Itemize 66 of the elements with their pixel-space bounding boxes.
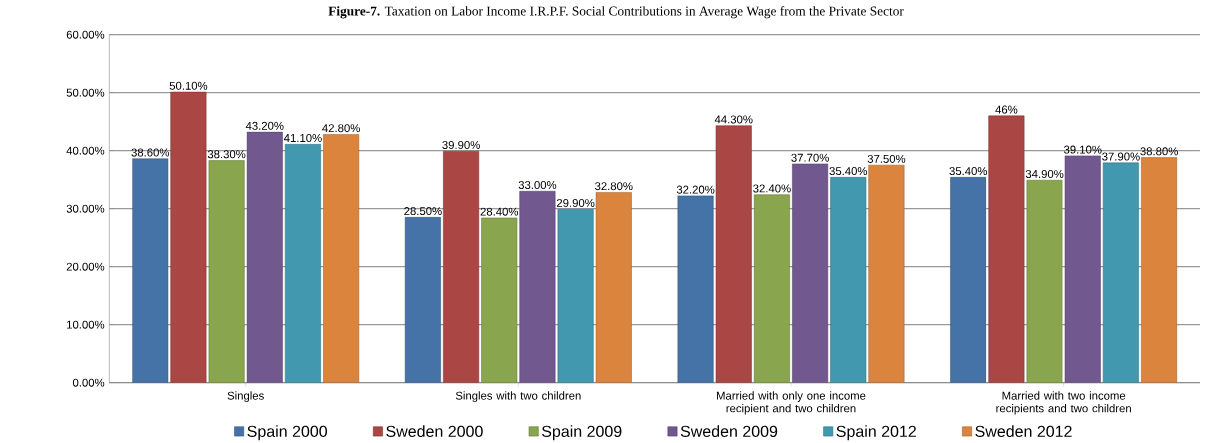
data-label: 38.80%: [1140, 147, 1178, 156]
y-tick-label: 30.00%: [66, 204, 105, 213]
data-label: 44.30%: [714, 115, 753, 124]
data-label: 37.90%: [1102, 152, 1140, 161]
bar: [1026, 180, 1063, 383]
bar: [753, 194, 790, 383]
x-tick-label: Married with only one income recipient and two children: [716, 391, 866, 415]
x-tick-label: Singles: [227, 391, 264, 403]
legend-label: Spain 2009: [541, 425, 622, 441]
data-label: 35.40%: [829, 167, 868, 176]
data-label: 29.90%: [556, 199, 595, 208]
y-tick-label: 40.00%: [66, 146, 105, 155]
y-tick-label: 0.00%: [72, 378, 105, 387]
data-label: 39.90%: [442, 141, 480, 150]
x-tick-label: Married with two income recipients and two children: [996, 391, 1131, 415]
data-label: 32.80%: [594, 182, 633, 191]
data-label: 32.20%: [676, 185, 715, 194]
bar: [443, 151, 480, 383]
bar: [950, 177, 987, 383]
data-label: 33.00%: [518, 181, 557, 190]
data-label: 37.70%: [791, 153, 829, 162]
bar: [1102, 162, 1139, 383]
data-label: 39.10%: [1063, 145, 1102, 154]
data-label: 28.50%: [404, 207, 442, 216]
data-label: 38.30%: [207, 150, 246, 159]
bar: [830, 177, 867, 383]
data-label: 38.60%: [131, 148, 170, 157]
data-label: 42.80%: [322, 124, 360, 133]
data-label: 32.40%: [753, 184, 791, 193]
bar: [481, 217, 518, 383]
x-tick-label: Singles with two children: [455, 391, 581, 403]
bar: [988, 115, 1025, 383]
bar: [557, 209, 594, 383]
y-tick-label: 10.00%: [67, 320, 105, 329]
bar: [284, 144, 321, 383]
data-label: 37.50%: [867, 155, 906, 164]
bar: [246, 132, 283, 383]
data-label: 46%: [995, 105, 1018, 114]
data-label: 43.20%: [245, 121, 284, 130]
bar: [868, 165, 905, 383]
bar: [323, 134, 360, 383]
bar: [170, 91, 207, 383]
legend-label: Sweden 2000: [386, 425, 483, 438]
bar: [404, 217, 441, 383]
bar: [132, 158, 169, 383]
y-tick-label: 60.00%: [66, 30, 105, 39]
y-tick-label: 50.00%: [66, 88, 105, 97]
y-tick-label: 20.00%: [66, 262, 105, 271]
bar: [792, 163, 829, 383]
legend-label: Spain 2012: [836, 425, 916, 441]
chart-title: Figure-7. Taxation on Labor Income I.R.P.F. Social Contributions in Average Wage from the Private Sector: [328, 6, 904, 19]
bar: [519, 191, 556, 383]
bar: [208, 160, 245, 383]
bar: [1064, 155, 1101, 383]
data-label: 50.10%: [169, 81, 208, 90]
legend-label: Spain 2000: [247, 425, 328, 441]
data-label: 34.90%: [1025, 170, 1064, 179]
data-label: 41.10%: [283, 134, 322, 143]
legend-label: Sweden 2012: [975, 425, 1072, 438]
data-label: 35.40%: [949, 167, 988, 176]
bar: [595, 192, 632, 383]
bar: [677, 195, 714, 383]
bar: [715, 125, 752, 383]
bar: [1141, 157, 1178, 383]
data-label: 28.40%: [480, 207, 519, 216]
legend-label: Sweden 2009: [680, 425, 778, 438]
